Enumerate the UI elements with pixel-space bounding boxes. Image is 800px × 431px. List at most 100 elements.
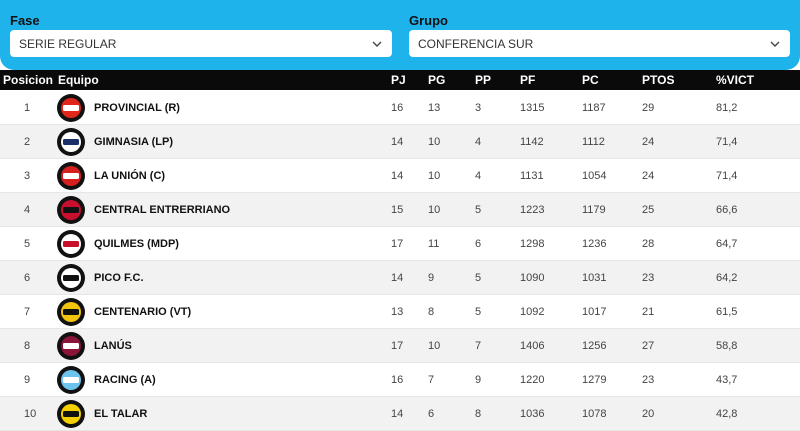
row-pc: 1112 — [582, 136, 605, 148]
row-pj: 14 — [391, 272, 404, 284]
row-team-name[interactable]: PICO F.C. — [94, 272, 144, 284]
fase-select-value: SERIE REGULAR — [19, 36, 117, 51]
row-pg: 10 — [428, 340, 441, 352]
provincial-crest-icon — [57, 94, 85, 122]
row-position: 4 — [24, 204, 31, 216]
row-pj: 14 — [391, 170, 404, 182]
row-pg: 11 — [428, 238, 440, 250]
row-team-name[interactable]: CENTRAL ENTRERRIANO — [94, 204, 231, 216]
row-pc: 1031 — [582, 272, 607, 284]
row-pg: 10 — [428, 136, 441, 148]
row-ptos: 21 — [642, 306, 655, 318]
row-pct-victorias: 61,5 — [716, 306, 738, 318]
row-team-name[interactable]: EL TALAR — [94, 408, 148, 420]
row-ptos: 23 — [642, 272, 655, 284]
row-pj: 16 — [391, 374, 404, 386]
grupo-select-value: CONFERENCIA SUR — [418, 36, 534, 51]
quilmes-crest-icon — [57, 230, 85, 258]
header-ptos[interactable]: PTOS — [642, 73, 675, 87]
row-pf: 1298 — [520, 238, 545, 250]
table-row[interactable]: 10 EL TALAR 14 6 8 1036 1078 20 42,8 — [0, 397, 800, 431]
row-position: 1 — [24, 102, 31, 114]
row-pc: 1017 — [582, 306, 607, 318]
row-pp: 8 — [475, 408, 482, 420]
grupo-select[interactable]: CONFERENCIA SUR — [409, 30, 790, 57]
row-team-name[interactable]: LA UNIÓN (C) — [94, 170, 166, 182]
row-pc: 1187 — [582, 102, 606, 114]
row-pf: 1131 — [520, 170, 544, 182]
table-row[interactable]: 7 CENTENARIO (VT) 13 8 5 1092 1017 21 61,5 — [0, 295, 800, 329]
row-position: 7 — [24, 306, 31, 318]
table-row[interactable]: 4 CENTRAL ENTRERRIANO 15 10 5 1223 1179 25 66,6 — [0, 193, 800, 227]
row-team-name[interactable]: GIMNASIA (LP) — [94, 136, 174, 148]
header-pg[interactable]: PG — [428, 73, 446, 87]
row-position: 8 — [24, 340, 31, 352]
row-team-name[interactable]: QUILMES (MDP) — [94, 238, 179, 250]
table-row[interactable]: 9 RACING (A) 16 7 9 1220 1279 23 43,7 — [0, 363, 800, 397]
header-pc[interactable]: PC — [582, 73, 599, 87]
row-team-name[interactable]: CENTENARIO (VT) — [94, 306, 192, 318]
row-ptos: 24 — [642, 170, 655, 182]
fase-select[interactable]: SERIE REGULAR — [10, 30, 392, 57]
header-pj[interactable]: PJ — [391, 73, 406, 87]
row-pj: 17 — [391, 238, 404, 250]
row-pp: 3 — [475, 102, 482, 114]
row-pp: 4 — [475, 136, 482, 148]
row-pf: 1036 — [520, 408, 545, 420]
row-pc: 1236 — [582, 238, 607, 250]
table-row[interactable]: 2 GIMNASIA (LP) 14 10 4 1142 1112 24 71,4 — [0, 125, 800, 159]
row-position: 10 — [24, 408, 37, 420]
row-pct-victorias: 42,8 — [716, 408, 738, 420]
header-posicion[interactable]: Posicion — [3, 73, 54, 87]
standings-table-header: Posicion Equipo PJ PG PP PF PC PTOS %VIC… — [0, 70, 800, 90]
row-pj: 17 — [391, 340, 404, 352]
header-pf[interactable]: PF — [520, 73, 536, 87]
row-team-name[interactable]: LANÚS — [94, 340, 132, 352]
row-pj: 14 — [391, 408, 404, 420]
row-pg: 6 — [428, 408, 435, 420]
row-pp: 7 — [475, 340, 482, 352]
row-pct-victorias: 71,4 — [716, 170, 738, 182]
header-pct-victorias[interactable]: %VICT — [716, 73, 755, 87]
filters-panel: Fase SERIE REGULAR Grupo CONFERENCIA SUR — [0, 0, 800, 70]
row-pct-victorias: 58,8 — [716, 340, 738, 352]
la-union-crest-icon — [57, 162, 85, 190]
gimnasia-crest-icon — [57, 128, 85, 156]
row-pc: 1256 — [582, 340, 607, 352]
row-ptos: 28 — [642, 238, 655, 250]
row-pct-victorias: 71,4 — [716, 136, 738, 148]
row-pp: 5 — [475, 306, 482, 318]
row-ptos: 29 — [642, 102, 655, 114]
centenario-crest-icon — [57, 298, 85, 326]
row-team-name[interactable]: RACING (A) — [94, 374, 156, 386]
row-pf: 1220 — [520, 374, 545, 386]
row-position: 6 — [24, 272, 31, 284]
table-row[interactable]: 6 PICO F.C. 14 9 5 1090 1031 23 64,2 — [0, 261, 800, 295]
row-team-name[interactable]: PROVINCIAL (R) — [94, 102, 180, 114]
row-pg: 10 — [428, 170, 441, 182]
row-pf: 1092 — [520, 306, 545, 318]
row-ptos: 23 — [642, 374, 655, 386]
grupo-label: Grupo — [409, 13, 448, 28]
header-equipo[interactable]: Equipo — [58, 73, 99, 87]
row-position: 5 — [24, 238, 31, 250]
header-pp[interactable]: PP — [475, 73, 492, 87]
row-pc: 1054 — [582, 170, 607, 182]
row-pp: 5 — [475, 204, 482, 216]
row-position: 2 — [24, 136, 31, 148]
table-row[interactable]: 5 QUILMES (MDP) 17 11 6 1298 1236 28 64,7 — [0, 227, 800, 261]
row-pf: 1142 — [520, 136, 544, 148]
row-pp: 4 — [475, 170, 482, 182]
row-pj: 14 — [391, 136, 404, 148]
row-ptos: 25 — [642, 204, 655, 216]
el-talar-crest-icon — [57, 400, 85, 428]
table-row[interactable]: 8 LANÚS 17 10 7 1406 1256 27 58,8 — [0, 329, 800, 363]
fase-filter: Fase SERIE REGULAR — [10, 12, 392, 57]
row-pc: 1179 — [582, 204, 606, 216]
row-pct-victorias: 43,7 — [716, 374, 738, 386]
table-row[interactable]: 3 LA UNIÓN (C) 14 10 4 1131 1054 24 71,4 — [0, 159, 800, 193]
row-pg: 10 — [428, 204, 441, 216]
table-row[interactable]: 1 PROVINCIAL (R) 16 13 3 1315 1187 29 81,2 — [0, 91, 800, 125]
row-position: 3 — [24, 170, 31, 182]
lanus-crest-icon — [57, 332, 85, 360]
